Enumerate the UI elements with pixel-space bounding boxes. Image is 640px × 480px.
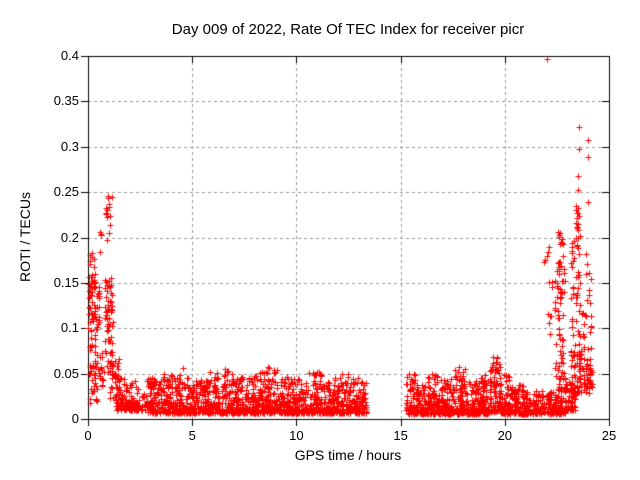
y-tick-label: 0 xyxy=(71,411,79,426)
y-tick-label: 0.3 xyxy=(60,138,79,154)
x-tick-label: 5 xyxy=(188,428,196,443)
y-tick-label: 0.2 xyxy=(60,229,79,245)
y-tick-label: 0.25 xyxy=(53,184,79,200)
y-tick-label: 0.05 xyxy=(53,365,79,381)
x-tick-label: 0 xyxy=(84,428,92,443)
y-tick-label: 0.35 xyxy=(53,93,79,109)
chart-title: Day 009 of 2022, Rate Of TEC Index for r… xyxy=(171,21,525,38)
x-axis-label: GPS time / hours xyxy=(294,447,402,463)
x-tick-label: 15 xyxy=(393,428,408,443)
y-tick-label: 0.4 xyxy=(60,48,79,63)
x-tick-label: 25 xyxy=(601,428,617,443)
x-tick-label: 20 xyxy=(497,428,513,443)
y-tick-label: 0.1 xyxy=(60,320,79,336)
x-tick-label: 10 xyxy=(289,428,304,443)
y-tick-label: 0.15 xyxy=(53,274,79,290)
